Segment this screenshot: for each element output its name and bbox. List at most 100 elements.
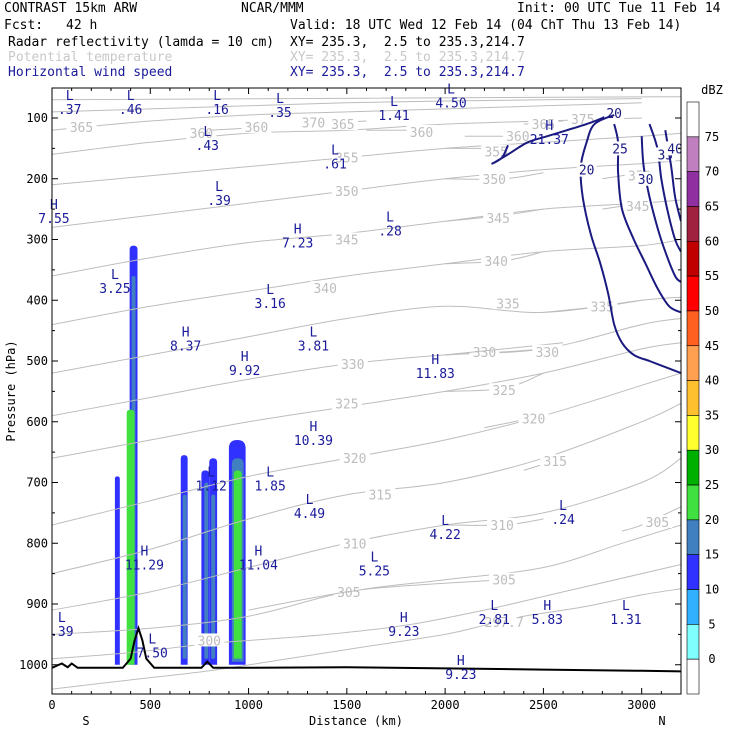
hl-label-9: L.39 [207, 180, 230, 209]
theta-label-8: 315 [543, 455, 566, 470]
theta-contour-4 [621, 506, 681, 532]
wind-label-bg-2 [610, 141, 631, 156]
colorbar-tick-label: 10 [705, 583, 719, 597]
hl-label-1: L.46 [119, 89, 142, 118]
theta-label-7: 315 [369, 489, 392, 504]
x-tick-label: 0 [48, 698, 55, 712]
hl-value: .37 [58, 103, 81, 118]
colorbar-tick-label: 15 [705, 548, 719, 562]
colorbar-tick-label: 5 [708, 617, 715, 631]
theta-label-15: 330 [536, 346, 559, 361]
fcst-value: 42 h [66, 18, 98, 33]
hl-letter: L [58, 611, 66, 626]
theta-label-29: 360 [245, 121, 268, 136]
hl-label-14: L3.16 [255, 283, 286, 312]
theta-label-13: 330 [341, 358, 364, 373]
theta-label-19: 340 [484, 255, 507, 270]
hl-label-31: H9.23 [388, 611, 419, 640]
colorbar-tick-label: 0 [708, 652, 715, 666]
y-tick-label: 900 [26, 597, 48, 611]
reflectivity-layer [114, 245, 246, 665]
theta-label-30: 360 [410, 126, 433, 141]
hl-letter: H [457, 654, 465, 669]
hl-value: 8.37 [170, 340, 201, 355]
hl-label-0: L.37 [58, 89, 81, 118]
x-tick-label: 2000 [431, 698, 460, 712]
theta-contour-20 [52, 199, 681, 277]
theta-label-bg-5 [339, 536, 370, 550]
theta-contour-23 [52, 160, 681, 228]
hl-letter: L [203, 125, 211, 140]
theta-label-0: 297.7 [485, 616, 524, 631]
hl-letter: L [331, 143, 339, 158]
theta-label-14: 330 [473, 346, 496, 361]
theta-contour-9 [52, 372, 681, 526]
hl-value: .24 [551, 513, 575, 528]
theta-label-31: 360 [506, 130, 529, 145]
hl-value: .16 [205, 103, 228, 118]
theta-label-2: 305 [337, 586, 360, 601]
theta-label-bg-11 [331, 396, 362, 410]
hl-value: 9.23 [388, 625, 419, 640]
colorbar-swatch-2 [686, 171, 700, 207]
theta-label-22: 345 [626, 200, 649, 215]
hl-value: 4.50 [435, 97, 466, 112]
theta-label-bg-10 [518, 411, 549, 425]
colorbar-swatch-1 [686, 136, 700, 172]
hl-label-15: H8.37 [170, 326, 201, 355]
wind-label-3: 30 [638, 173, 654, 188]
hl-value: 10.39 [294, 434, 333, 449]
hl-letter: H [545, 119, 553, 134]
hl-letter: L [266, 465, 274, 480]
hl-value: .43 [196, 139, 219, 154]
hl-letter: L [207, 465, 215, 480]
colorbar-tick-label: 45 [705, 339, 719, 353]
fcst-label: Fcst: [4, 18, 44, 33]
theta-contour-32 [52, 102, 642, 131]
theta-label-bg-21 [483, 211, 514, 225]
hl-label-24: L4.22 [429, 514, 460, 543]
theta-label-bg-8 [540, 454, 571, 468]
hl-label-3: L.35 [268, 92, 291, 121]
field-wind-name: Horizontal wind speed [8, 65, 173, 80]
theta-contour-15 [445, 342, 564, 356]
hl-letter: H [543, 599, 551, 614]
theta-contour-13 [52, 318, 681, 417]
hl-label-20: L1.12 [196, 465, 227, 494]
colorbar-swatch-6 [686, 310, 700, 347]
hl-label-12: H7.23 [282, 222, 313, 251]
north-label: N [658, 714, 665, 728]
theta-label-26: 355 [335, 151, 358, 166]
theta-label-16: 335 [496, 297, 519, 312]
theta-label-24: 350 [483, 173, 506, 188]
hl-label-30: L1.31 [610, 599, 641, 628]
y-tick-label: 400 [26, 293, 48, 307]
colorbar-tick-label: 35 [705, 408, 719, 422]
theta-label-bg-28 [186, 126, 217, 140]
hl-letter: L [306, 493, 314, 508]
hl-label-33: L7.50 [137, 632, 168, 661]
wind-contour-3 [640, 136, 681, 283]
hl-letter: L [370, 550, 378, 565]
wind-label-bg-1 [576, 162, 597, 177]
hl-label-17: H9.92 [229, 350, 260, 379]
hl-label-28: L2.81 [479, 599, 510, 628]
colorbar-tick-label: 30 [705, 443, 719, 457]
hl-letter: H [254, 544, 262, 559]
hl-value: 9.23 [445, 668, 476, 683]
colorbar-swatch-4 [686, 240, 700, 277]
hl-label-27: L5.25 [359, 550, 390, 579]
colorbar-swatch-7 [686, 345, 700, 381]
hl-letter: H [140, 544, 148, 559]
hl-value: .61 [323, 157, 346, 172]
hl-value: .39 [50, 625, 73, 640]
hl-value: 3.25 [99, 282, 130, 297]
x-tick-label: 1000 [234, 698, 263, 712]
y-tick-label: 500 [26, 354, 48, 368]
plot-area [52, 88, 681, 694]
hl-letter: L [127, 89, 135, 104]
theta-contour-11 [52, 342, 681, 459]
hl-label-5: L4.50 [435, 83, 466, 112]
hl-letter: L [213, 89, 221, 104]
